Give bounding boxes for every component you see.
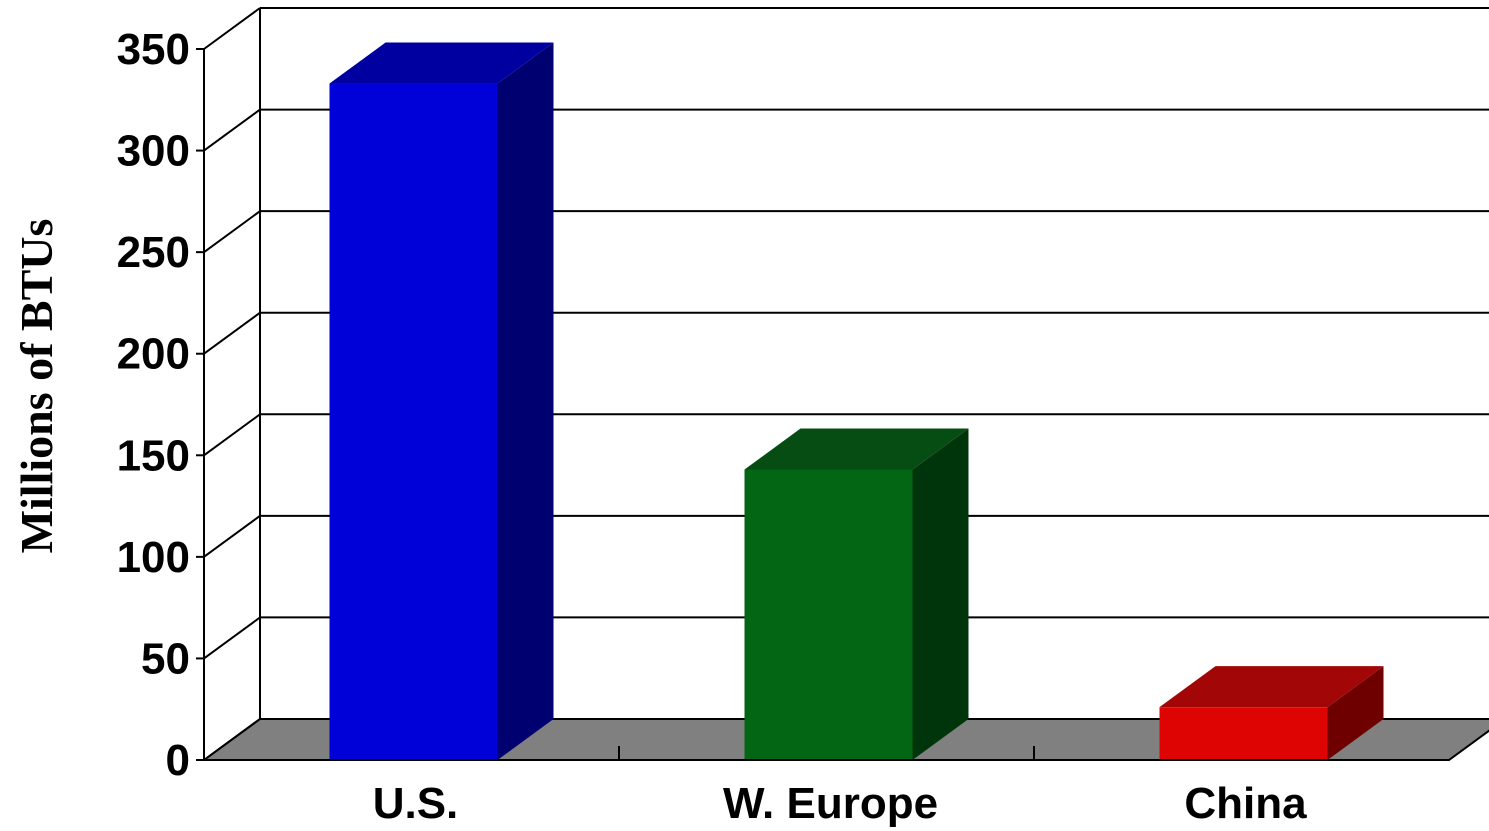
- y-tick-label: 250: [117, 228, 190, 277]
- x-category-label: U.S.: [373, 779, 459, 828]
- bar-front-face: [329, 83, 498, 760]
- bar-side-face: [497, 42, 554, 760]
- y-tick-label: 100: [117, 533, 190, 582]
- bar-side-face: [1327, 666, 1384, 760]
- y-tick-label: 200: [117, 330, 190, 379]
- y-tick-label: 300: [117, 127, 190, 176]
- bar-top-face: [744, 428, 969, 470]
- y-tick-label: 50: [141, 634, 190, 683]
- bar-front-face: [744, 469, 913, 760]
- side-gridline: [203, 616, 261, 660]
- x-category-label: China: [1184, 779, 1307, 828]
- side-gridline: [203, 413, 261, 457]
- y-tick-label: 0: [166, 736, 190, 785]
- side-gridline: [203, 718, 261, 761]
- side-gridline: [203, 210, 261, 253]
- y-axis-title: Millions of BTUs: [11, 219, 62, 554]
- labels: Millions of BTUs 0 50 100 150 200 250 300 350 U.…: [11, 25, 1307, 828]
- bars: [204, 42, 1449, 761]
- side-gridline: [203, 311, 261, 355]
- bar-top-face: [1159, 666, 1384, 708]
- bar-top-face: [329, 42, 554, 84]
- x-category-label: W. Europe: [723, 779, 938, 828]
- y-tick-label: 350: [117, 25, 190, 74]
- bar-china: [1159, 666, 1384, 760]
- side-gridline: [203, 515, 261, 558]
- side-gridline: [203, 108, 261, 152]
- bar-front-face: [1159, 707, 1328, 760]
- bar-w-europe: [744, 428, 969, 760]
- side-gridline: [203, 7, 261, 50]
- bar-side-face: [912, 428, 969, 760]
- y-tick-label: 150: [117, 431, 190, 480]
- bar-u-s: [329, 42, 554, 760]
